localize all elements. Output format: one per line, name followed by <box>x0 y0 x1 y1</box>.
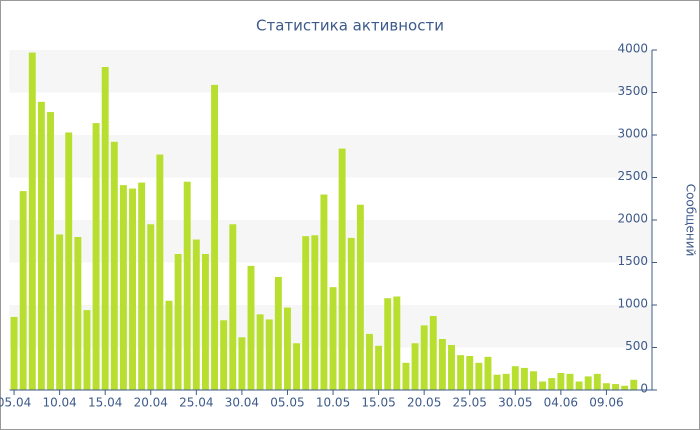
bar <box>129 188 136 390</box>
y-axis-label: Сообщений <box>684 184 698 257</box>
bar <box>211 84 219 390</box>
y-tick-label: 4000 <box>617 42 648 56</box>
x-tick-label: 30.04 <box>225 396 259 410</box>
bar <box>92 123 100 390</box>
x-tick-label: 10.04 <box>42 396 76 410</box>
bar <box>302 236 310 390</box>
bar <box>593 373 601 390</box>
bar <box>502 373 510 390</box>
bar <box>530 371 537 390</box>
bar <box>247 265 255 390</box>
bar <box>56 234 64 390</box>
x-tick-label: 10.05 <box>316 396 350 410</box>
bar <box>539 381 547 390</box>
bar <box>384 298 392 390</box>
bar <box>74 237 82 390</box>
bar <box>83 310 91 390</box>
bar <box>119 185 127 390</box>
y-tick-label: 3500 <box>617 84 648 98</box>
x-tick-label: 04.06 <box>544 396 578 410</box>
bar <box>475 362 483 390</box>
bar <box>566 373 574 390</box>
bar <box>156 154 164 390</box>
bar <box>47 112 54 391</box>
bar <box>630 379 638 390</box>
bar <box>10 316 18 390</box>
bar <box>110 141 118 390</box>
bar <box>293 343 301 390</box>
bar <box>466 356 474 390</box>
bar <box>320 194 328 390</box>
x-tick-label: 15.05 <box>361 396 395 410</box>
y-tick-label: 2500 <box>617 169 648 183</box>
y-tick-label: 500 <box>625 339 648 353</box>
bar <box>457 355 465 390</box>
x-tick-label: 25.05 <box>453 396 487 410</box>
bar <box>429 316 437 390</box>
bar <box>448 344 455 390</box>
bar <box>347 237 355 390</box>
bar <box>621 385 629 390</box>
bar <box>28 52 36 391</box>
bar <box>19 191 27 390</box>
bar <box>183 181 191 390</box>
x-tick-label: 20.04 <box>134 396 168 410</box>
bar <box>101 67 109 390</box>
x-tick-label: 25.04 <box>179 396 213 410</box>
y-tick-label: 3000 <box>617 127 648 141</box>
bar <box>557 373 565 390</box>
bar <box>138 182 146 390</box>
chart-title: Статистика активности <box>256 17 444 35</box>
bar <box>65 132 73 390</box>
bar <box>575 381 583 390</box>
bar <box>356 204 364 390</box>
bar <box>147 224 155 390</box>
y-tick-label: 1500 <box>617 254 648 268</box>
bar <box>548 378 556 390</box>
bar <box>584 376 592 390</box>
bar <box>393 296 401 390</box>
y-tick-label: 1000 <box>617 297 648 311</box>
bar <box>192 239 200 390</box>
bar <box>511 366 519 390</box>
bar <box>338 148 346 390</box>
bar <box>329 287 337 390</box>
x-tick-label: 09.06 <box>589 396 623 410</box>
y-tick-label: 0 <box>640 382 648 396</box>
bar <box>238 337 246 390</box>
bar <box>220 320 228 390</box>
bar <box>311 235 319 390</box>
bar <box>602 383 610 390</box>
x-tick-label: 05.05 <box>270 396 304 410</box>
bar <box>411 343 419 390</box>
bar <box>484 356 492 390</box>
x-tick-label: 05.04 <box>0 396 31 410</box>
x-tick-label: 15.04 <box>88 396 122 410</box>
bar <box>256 314 264 390</box>
bar <box>201 254 209 390</box>
bar <box>165 300 173 390</box>
y-tick-label: 2000 <box>617 212 648 226</box>
bar <box>520 367 528 390</box>
bar <box>265 319 273 390</box>
bar <box>375 345 383 390</box>
bar <box>174 254 182 390</box>
bar <box>420 325 428 390</box>
bar <box>438 339 446 390</box>
bar <box>274 276 282 390</box>
bar <box>612 384 620 390</box>
x-tick-label: 30.05 <box>498 396 532 410</box>
bar <box>493 374 501 390</box>
bar <box>366 333 373 390</box>
bar <box>402 362 410 390</box>
bar <box>229 224 237 390</box>
x-tick-label: 20.05 <box>407 396 441 410</box>
grid-band <box>9 50 652 93</box>
bar <box>283 307 291 390</box>
bar <box>37 101 45 390</box>
